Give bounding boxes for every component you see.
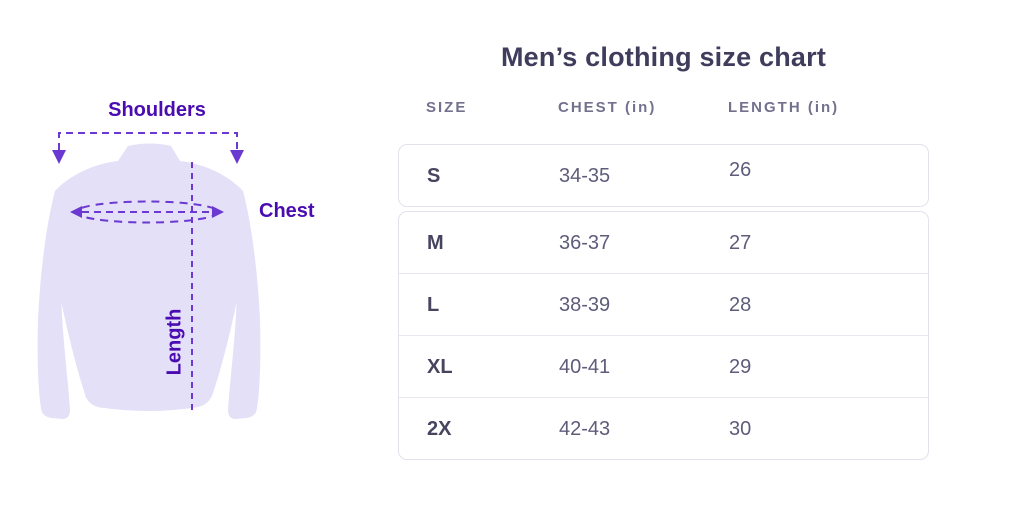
chest-cell: 42-43: [559, 417, 611, 440]
page-title: Men’s clothing size chart: [500, 42, 827, 72]
shirt-right-sleeve-shape: [198, 175, 261, 419]
size-rows-card: M 36-37 27 L 38-39 28 XL 40-41 29 2X 42-…: [398, 211, 929, 460]
table-row: S 34-35 26: [399, 145, 928, 206]
table-row: M 36-37 27: [399, 212, 928, 273]
table-row: XL 40-41 29: [399, 335, 928, 397]
shirt-left-sleeve-shape: [37, 175, 100, 419]
length-cell: 26: [729, 158, 752, 181]
shirt-body-shape: [52, 143, 246, 411]
shoulders-label: Shoulders: [108, 99, 206, 121]
size-cell: S: [427, 164, 441, 187]
col-header-size: SIZE: [426, 99, 468, 116]
size-cell: L: [427, 293, 440, 316]
shoulders-left-arrow-icon: [52, 150, 66, 164]
table-row: L 38-39 28: [399, 273, 928, 335]
length-cell: 30: [729, 417, 752, 440]
chest-cell: 36-37: [559, 231, 611, 254]
shoulders-right-arrow-icon: [230, 150, 244, 164]
length-cell: 29: [729, 355, 752, 378]
table-row: 2X 42-43 30: [399, 397, 928, 459]
chest-cell: 34-35: [559, 164, 611, 187]
chest-label: Chest: [259, 200, 315, 222]
size-table-header: SIZE CHEST (in) LENGTH (in): [398, 99, 929, 117]
size-cell: XL: [427, 355, 453, 378]
size-row-card-s: S 34-35 26: [398, 144, 929, 207]
size-cell: 2X: [427, 417, 452, 440]
chest-left-arrow-icon: [70, 206, 82, 218]
length-label: Length: [163, 308, 186, 376]
size-table: SIZE CHEST (in) LENGTH (in) S 34-35 26 M…: [398, 99, 929, 460]
chest-cell: 40-41: [559, 355, 611, 378]
col-header-length: LENGTH (in): [728, 99, 840, 116]
chest-right-arrow-icon: [212, 206, 224, 218]
size-cell: M: [427, 231, 444, 254]
length-cell: 28: [729, 293, 752, 316]
chest-cell: 38-39: [559, 293, 611, 316]
length-cell: 27: [729, 231, 752, 254]
col-header-chest: CHEST (in): [558, 99, 657, 116]
